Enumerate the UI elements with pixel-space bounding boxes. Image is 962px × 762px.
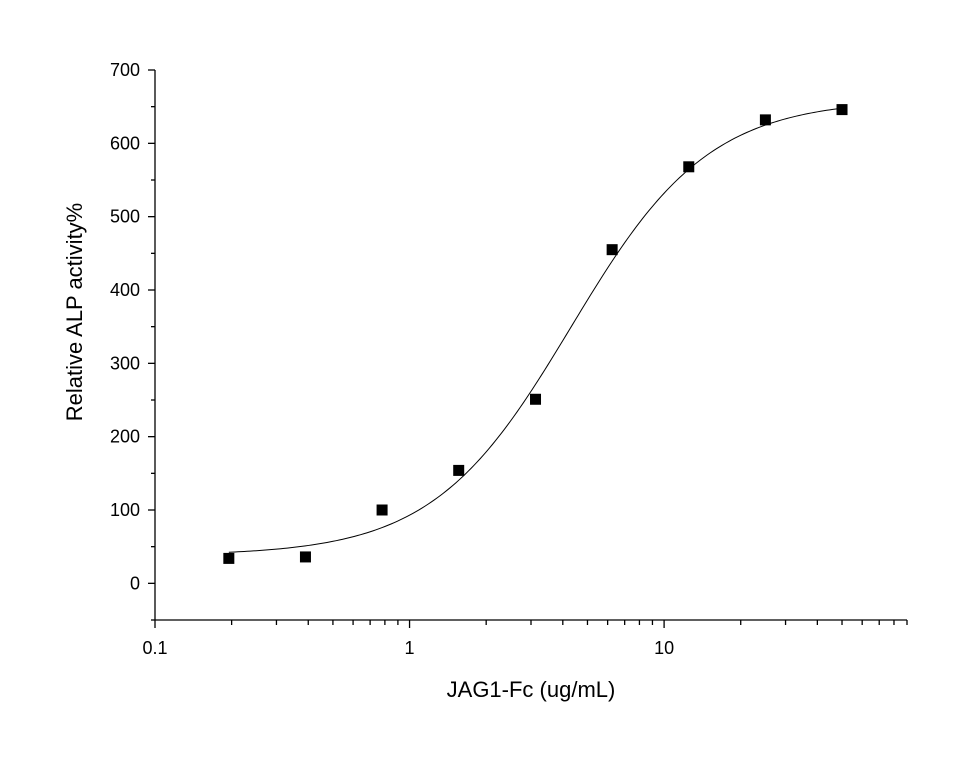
y-tick-label: 400: [110, 280, 140, 300]
y-tick-label: 600: [110, 133, 140, 153]
x-tick-label: 0.1: [142, 638, 167, 658]
y-tick-label: 0: [130, 573, 140, 593]
data-point: [530, 393, 542, 405]
y-tick-label: 100: [110, 500, 140, 520]
y-axis-title: Relative ALP activity%: [62, 203, 87, 421]
x-axis-title: JAG1-Fc (ug/mL): [447, 677, 616, 702]
x-tick-label: 10: [654, 638, 674, 658]
data-point: [836, 104, 848, 116]
x-tick-label: 1: [405, 638, 415, 658]
y-tick-label: 300: [110, 353, 140, 373]
data-point: [683, 161, 695, 173]
fit-curve: [228, 107, 843, 553]
y-ticks: 0 100 200 300 400 500 600 700: [110, 60, 155, 621]
data-point: [376, 504, 388, 516]
data-point: [299, 551, 311, 563]
data-point: [223, 552, 235, 564]
data-point: [453, 464, 465, 476]
data-point: [759, 114, 771, 126]
data-points: [223, 104, 848, 564]
y-tick-label: 200: [110, 427, 140, 447]
y-tick-label: 500: [110, 207, 140, 227]
axes: [154, 70, 907, 621]
data-point: [606, 244, 618, 256]
x-ticks: 0.1 1 10: [142, 620, 908, 658]
y-tick-label: 700: [110, 60, 140, 80]
